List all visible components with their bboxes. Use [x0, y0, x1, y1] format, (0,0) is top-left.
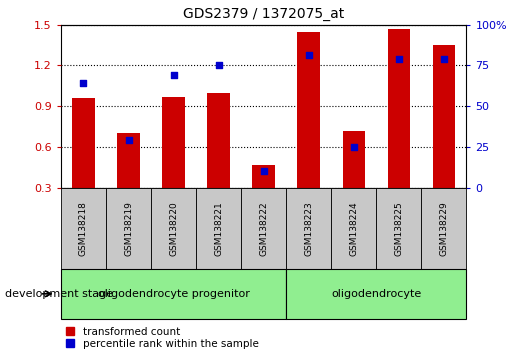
Text: GSM138229: GSM138229 — [439, 201, 448, 256]
Text: GSM138223: GSM138223 — [304, 201, 313, 256]
Point — [394, 56, 403, 62]
Point — [304, 52, 313, 57]
Point — [259, 169, 268, 174]
Point — [214, 63, 223, 68]
FancyBboxPatch shape — [61, 269, 286, 319]
Point — [350, 144, 358, 150]
Text: oligodendrocyte progenitor: oligodendrocyte progenitor — [98, 289, 250, 299]
Bar — [162, 97, 185, 188]
FancyBboxPatch shape — [106, 188, 151, 269]
Text: GSM138220: GSM138220 — [169, 201, 178, 256]
FancyBboxPatch shape — [196, 188, 241, 269]
Bar — [72, 98, 95, 188]
Text: development stage: development stage — [5, 289, 113, 299]
FancyBboxPatch shape — [61, 188, 106, 269]
FancyBboxPatch shape — [241, 188, 286, 269]
Bar — [432, 45, 455, 188]
Text: GSM138222: GSM138222 — [259, 201, 268, 256]
FancyBboxPatch shape — [286, 188, 331, 269]
Text: GSM138225: GSM138225 — [394, 201, 403, 256]
Bar — [342, 131, 365, 188]
Point — [80, 80, 88, 86]
FancyBboxPatch shape — [331, 188, 376, 269]
Bar — [297, 32, 320, 188]
FancyBboxPatch shape — [421, 188, 466, 269]
Point — [440, 56, 448, 62]
Point — [169, 72, 178, 78]
FancyBboxPatch shape — [376, 188, 421, 269]
Text: GSM138218: GSM138218 — [79, 201, 88, 256]
Text: oligodendrocyte: oligodendrocyte — [331, 289, 421, 299]
Text: GSM138224: GSM138224 — [349, 201, 358, 256]
Bar — [387, 29, 410, 188]
Bar — [117, 133, 140, 188]
Legend: transformed count, percentile rank within the sample: transformed count, percentile rank withi… — [66, 327, 259, 349]
Point — [124, 137, 132, 143]
Bar — [252, 165, 275, 188]
FancyBboxPatch shape — [286, 269, 466, 319]
FancyBboxPatch shape — [151, 188, 196, 269]
Text: GSM138219: GSM138219 — [124, 201, 133, 256]
Title: GDS2379 / 1372075_at: GDS2379 / 1372075_at — [183, 7, 344, 21]
Bar — [207, 93, 230, 188]
Text: GSM138221: GSM138221 — [214, 201, 223, 256]
